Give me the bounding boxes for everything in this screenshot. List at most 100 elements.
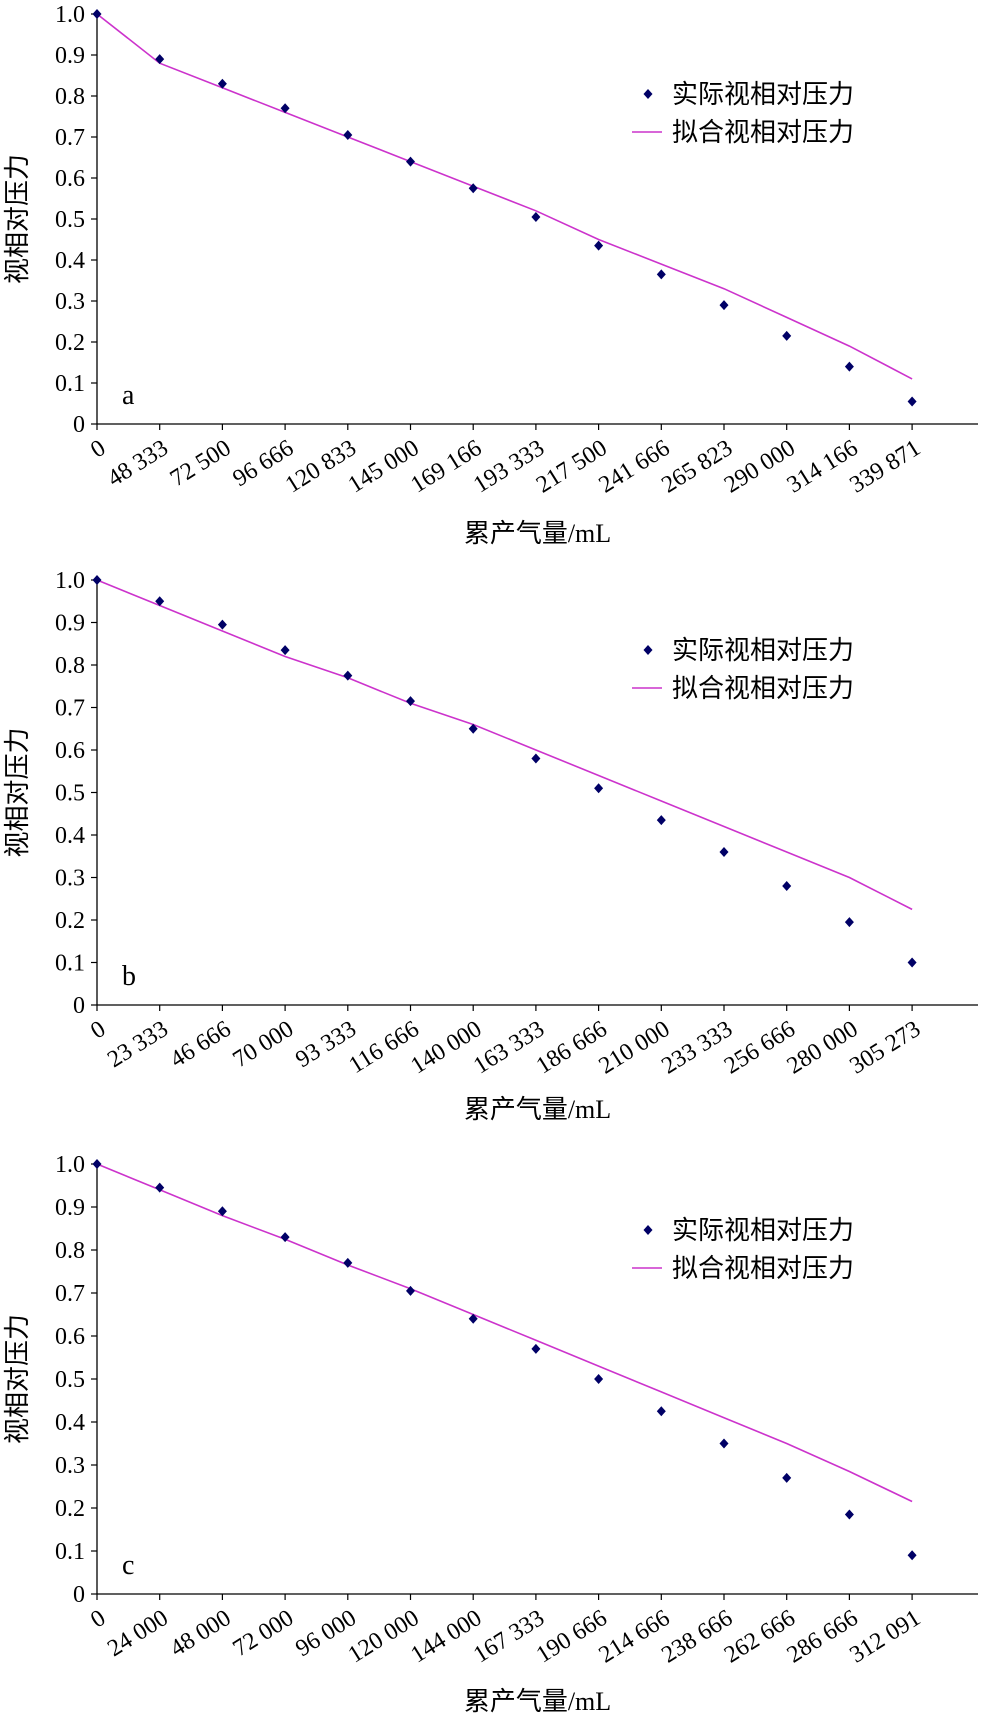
data-point-actual: [343, 670, 353, 681]
x-tick-label: 169 166: [406, 435, 486, 498]
data-point-actual: [907, 957, 917, 968]
y-tick-label: 0.9: [55, 43, 85, 69]
x-tick-label: 193 333: [469, 435, 549, 498]
x-tick-label: 186 666: [532, 1016, 612, 1079]
data-point-actual: [719, 847, 729, 857]
y-tick-label: 0.2: [55, 330, 85, 356]
y-tick-label: 0.7: [55, 125, 85, 151]
y-tick-label: 0.6: [55, 166, 85, 192]
x-tick-label: 120 833: [281, 435, 361, 498]
y-tick-label: 0.5: [55, 781, 85, 807]
data-point-actual: [406, 156, 415, 167]
x-tick-label: 116 666: [345, 1016, 424, 1079]
y-tick-label: 0.6: [55, 738, 85, 764]
y-tick-label: 0.8: [55, 653, 85, 679]
data-point-actual: [92, 575, 102, 585]
x-tick-label: 163 333: [469, 1016, 549, 1079]
x-tick-label: 305 273: [845, 1016, 925, 1079]
data-point-actual: [217, 78, 227, 89]
legend-marker-actual: [643, 89, 653, 99]
data-point-actual: [844, 1509, 854, 1520]
y-tick-label: 0: [73, 1582, 85, 1608]
x-tick-label: 140 000: [406, 1016, 486, 1079]
panel-label: c: [122, 1550, 134, 1581]
x-tick-label: 48 000: [166, 1605, 236, 1662]
x-tick-label: 233 333: [657, 1016, 737, 1079]
data-point-actual: [406, 696, 415, 707]
legend-label-actual: 实际视相对压力: [672, 1216, 854, 1245]
data-point-actual: [531, 753, 541, 764]
data-point-actual: [92, 9, 102, 19]
data-point-actual: [656, 269, 666, 280]
data-point-actual: [155, 1182, 165, 1193]
x-tick-label: 286 666: [783, 1605, 863, 1668]
x-tick-label: 48 333: [103, 435, 173, 492]
data-point-actual: [343, 1257, 353, 1268]
data-point-actual: [844, 361, 854, 372]
data-point-actual: [594, 240, 604, 251]
data-point-actual: [217, 1206, 227, 1217]
x-tick-label: 256 666: [720, 1016, 800, 1079]
y-tick-label: 0.2: [55, 908, 85, 934]
legend-label-fitted: 拟合视相对压力: [672, 1254, 854, 1283]
x-axis-title: 累产气量/mL: [464, 1095, 611, 1124]
y-tick-label: 1.0: [55, 2, 85, 28]
x-tick-label: 190 666: [532, 1605, 612, 1668]
y-tick-label: 0.9: [55, 1195, 85, 1221]
x-tick-label: 0: [86, 1016, 110, 1044]
y-tick-label: 0.3: [55, 289, 85, 315]
data-point-actual: [280, 1232, 290, 1243]
data-point-actual: [280, 103, 290, 114]
x-tick-label: 238 666: [657, 1605, 737, 1668]
data-point-actual: [594, 783, 604, 794]
x-tick-label: 120 000: [344, 1605, 424, 1668]
y-axis-title: 视相对压力: [3, 1314, 32, 1444]
y-tick-label: 0.8: [55, 1238, 85, 1264]
y-tick-label: 0: [73, 412, 85, 438]
x-tick-label: 167 333: [469, 1605, 549, 1668]
x-axis-title: 累产气量/mL: [464, 1687, 611, 1716]
legend-marker-actual: [643, 1225, 653, 1235]
y-tick-label: 0.5: [55, 1367, 85, 1393]
x-tick-label: 265 823: [657, 435, 737, 498]
data-point-actual: [155, 54, 165, 65]
y-axis-title: 视相对压力: [3, 727, 32, 857]
y-tick-label: 0: [73, 993, 85, 1019]
legend-label-actual: 实际视相对压力: [672, 80, 854, 109]
y-tick-label: 1.0: [55, 1152, 85, 1178]
y-tick-label: 0.4: [55, 1410, 85, 1436]
y-tick-label: 0.8: [55, 84, 85, 110]
x-tick-label: 70 000: [229, 1016, 299, 1073]
y-tick-label: 0.3: [55, 1453, 85, 1479]
y-tick-label: 0.5: [55, 207, 85, 233]
data-point-actual: [406, 1285, 415, 1296]
data-point-actual: [594, 1374, 604, 1384]
y-tick-label: 1.0: [55, 568, 85, 594]
y-tick-label: 0.4: [55, 248, 85, 274]
x-tick-label: 312 091: [845, 1605, 925, 1668]
data-point-actual: [907, 1550, 917, 1561]
x-tick-label: 72 000: [229, 1605, 299, 1662]
y-tick-label: 0.3: [55, 866, 85, 892]
x-tick-label: 24 000: [103, 1605, 173, 1662]
x-tick-label: 217 500: [532, 435, 612, 498]
x-tick-label: 46 666: [166, 1016, 236, 1073]
x-tick-label: 72 500: [166, 435, 236, 492]
series-line-fitted: [96, 579, 913, 911]
x-tick-label: 0: [86, 1605, 110, 1633]
data-point-actual: [782, 1472, 792, 1483]
data-point-actual: [92, 1159, 102, 1169]
data-point-actual: [782, 881, 792, 891]
y-tick-label: 0.1: [55, 1539, 85, 1565]
x-axis-title: 累产气量/mL: [464, 519, 611, 548]
x-tick-label: 314 166: [783, 435, 863, 498]
series-line-fitted: [96, 1163, 913, 1503]
x-tick-label: 339 871: [845, 435, 925, 498]
x-tick-label: 144 000: [406, 1605, 486, 1668]
